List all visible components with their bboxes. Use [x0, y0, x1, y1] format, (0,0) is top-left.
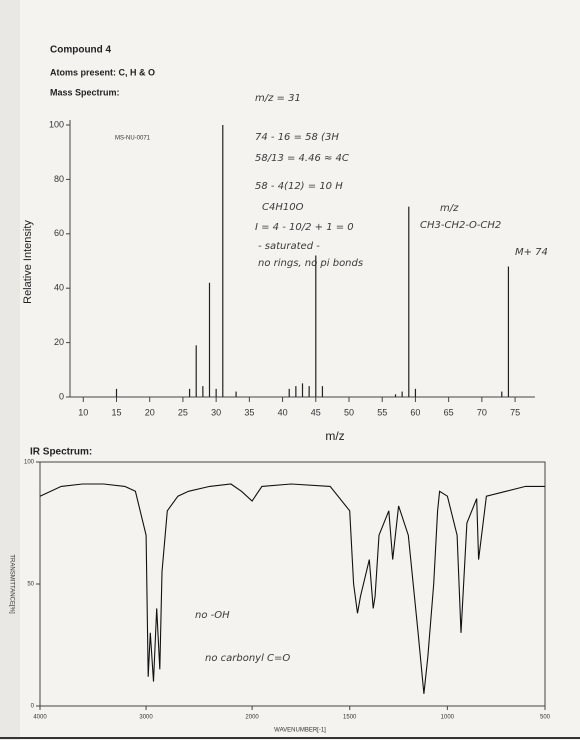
x-tick-label: 50	[344, 407, 354, 417]
x-tick-label: 2000	[245, 715, 259, 721]
y-tick-label: 100	[49, 119, 64, 129]
x-tick-label: 65	[444, 407, 454, 417]
x-tick-label: 45	[311, 407, 321, 417]
ir-trace	[39, 483, 545, 694]
annotation: no rings, no pi bonds	[258, 258, 363, 269]
y-tick-label: 40	[54, 283, 64, 293]
x-tick-label: 75	[510, 407, 520, 417]
y-tick-label: 100	[24, 460, 35, 466]
spectrum-code: MS-NU-0071	[115, 136, 151, 142]
atoms: Atoms present: C, H & O	[50, 67, 155, 77]
x-tick-label: 15	[111, 407, 121, 417]
x-tick-label: 20	[145, 407, 155, 417]
y-tick-label: 0	[59, 391, 64, 401]
annotation: CH3-CH2-O-CH2	[420, 220, 501, 231]
annotation: no carbonyl C=O	[205, 653, 290, 664]
x-tick-label: 70	[477, 407, 487, 417]
x-tick-label: 500	[540, 715, 551, 721]
y-tick-label: 20	[54, 337, 64, 347]
annotation: I = 4 - 10/2 + 1 = 0	[255, 222, 354, 233]
x-tick-label: 40	[278, 407, 288, 417]
x-tick-label: 1500	[343, 715, 357, 721]
y-tick-label: 0	[31, 704, 35, 710]
compound: Compound 4	[50, 45, 112, 56]
paper	[20, 0, 580, 740]
annotation: no -OH	[195, 610, 230, 621]
y-axis-label: TRANSMITTANCE[%]	[8, 554, 14, 614]
annotation: m/z = 31	[255, 93, 301, 104]
annotation: - saturated -	[258, 241, 320, 252]
section-label: Mass Spectrum:	[50, 87, 120, 97]
annotation: 58/13 = 4.46 ≈ 4C	[255, 153, 349, 164]
annotation: m/z	[440, 203, 459, 214]
x-tick-label: 3000	[139, 715, 153, 721]
x-tick-label: 1000	[441, 715, 455, 721]
x-tick-label: 55	[377, 407, 387, 417]
y-tick-label: 80	[54, 174, 64, 184]
x-tick-label: 60	[410, 407, 420, 417]
annotation: C4H10O	[262, 202, 304, 213]
y-tick-label: 60	[54, 228, 64, 238]
x-tick-label: 35	[244, 407, 254, 417]
x-tick-label: 10	[78, 407, 88, 417]
annotation: 74 - 16 = 58 (3H	[255, 132, 339, 143]
x-tick-label: 4000	[33, 715, 47, 721]
section-label: IR Spectrum:	[30, 447, 92, 458]
y-tick-label: 50	[27, 582, 34, 588]
x-axis-label: m/z	[325, 429, 344, 443]
x-axis-label: WAVENUMBER[-1]	[274, 728, 326, 734]
x-tick-label: 25	[178, 407, 188, 417]
annotation: M+ 74	[515, 247, 548, 258]
annotation: 58 - 4(12) = 10 H	[255, 181, 343, 192]
y-axis-label: Relative Intensity	[22, 220, 34, 304]
x-tick-label: 30	[211, 407, 221, 417]
